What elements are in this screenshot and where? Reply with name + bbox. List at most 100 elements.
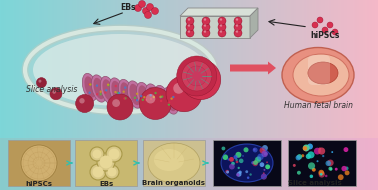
Bar xyxy=(325,0,327,138)
Bar xyxy=(368,138,370,190)
Bar xyxy=(11,138,14,190)
Bar xyxy=(160,0,162,138)
Bar xyxy=(335,0,338,138)
Circle shape xyxy=(186,29,194,37)
Bar xyxy=(356,138,359,190)
Bar xyxy=(5,0,7,138)
Bar xyxy=(220,0,223,138)
Bar xyxy=(62,0,64,138)
Bar xyxy=(87,0,89,138)
Bar xyxy=(229,138,232,190)
Bar xyxy=(340,138,342,190)
Bar xyxy=(273,138,276,190)
Bar xyxy=(99,0,102,138)
Bar xyxy=(242,0,244,138)
Text: Brain organoids: Brain organoids xyxy=(143,180,206,187)
Bar xyxy=(52,138,54,190)
Bar xyxy=(122,0,124,138)
Bar xyxy=(99,138,102,190)
Circle shape xyxy=(135,5,141,12)
Bar xyxy=(35,0,37,138)
Bar xyxy=(143,138,145,190)
Bar xyxy=(38,138,40,190)
Bar xyxy=(307,0,310,138)
Circle shape xyxy=(118,92,120,94)
Circle shape xyxy=(136,99,138,101)
Bar xyxy=(367,0,369,138)
Bar xyxy=(360,0,363,138)
Bar xyxy=(147,138,150,190)
Bar xyxy=(247,0,249,138)
Bar xyxy=(23,138,25,190)
Bar xyxy=(46,138,49,190)
Bar xyxy=(124,0,126,138)
Bar xyxy=(364,0,366,138)
Circle shape xyxy=(144,12,152,18)
Bar xyxy=(192,138,194,190)
Bar xyxy=(161,138,164,190)
Bar xyxy=(143,140,205,186)
FancyArrow shape xyxy=(230,62,276,74)
Bar xyxy=(25,0,28,138)
Bar xyxy=(167,138,170,190)
Bar xyxy=(275,138,277,190)
Bar xyxy=(228,0,230,138)
Bar xyxy=(11,0,14,138)
Bar xyxy=(15,0,17,138)
Circle shape xyxy=(327,160,334,166)
Circle shape xyxy=(296,155,301,160)
Bar xyxy=(103,0,105,138)
Bar xyxy=(43,138,45,190)
Bar xyxy=(60,0,63,138)
FancyBboxPatch shape xyxy=(308,55,330,85)
Circle shape xyxy=(305,148,308,151)
Bar xyxy=(131,0,133,138)
Bar xyxy=(90,0,92,138)
Bar xyxy=(315,0,317,138)
Circle shape xyxy=(150,98,152,100)
Bar xyxy=(279,0,281,138)
Bar xyxy=(372,0,374,138)
Circle shape xyxy=(247,177,249,179)
Circle shape xyxy=(142,99,144,101)
Bar xyxy=(299,138,301,190)
Bar xyxy=(166,138,169,190)
Circle shape xyxy=(21,145,57,181)
Bar xyxy=(222,0,224,138)
Bar xyxy=(76,0,78,138)
Bar xyxy=(39,0,41,138)
Bar xyxy=(263,138,266,190)
Bar xyxy=(79,138,82,190)
Bar xyxy=(164,0,166,138)
Bar xyxy=(39,138,41,190)
Bar xyxy=(362,0,364,138)
Bar xyxy=(218,0,220,138)
Bar xyxy=(154,0,156,138)
Bar xyxy=(169,0,171,138)
Bar xyxy=(324,0,326,138)
Bar xyxy=(9,138,11,190)
Bar xyxy=(313,0,315,138)
Circle shape xyxy=(90,147,104,161)
Bar xyxy=(345,0,347,138)
Bar xyxy=(69,0,71,138)
Bar xyxy=(116,0,118,138)
Bar xyxy=(314,138,316,190)
Bar xyxy=(252,138,254,190)
Bar xyxy=(53,138,55,190)
Bar xyxy=(166,0,169,138)
Circle shape xyxy=(25,149,53,177)
Bar xyxy=(329,138,331,190)
Bar xyxy=(326,138,328,190)
Circle shape xyxy=(136,93,138,95)
Bar xyxy=(37,138,39,190)
Bar xyxy=(329,0,331,138)
Bar xyxy=(133,138,136,190)
Bar xyxy=(265,138,267,190)
Bar xyxy=(200,138,203,190)
Circle shape xyxy=(53,90,56,94)
Circle shape xyxy=(93,150,102,158)
Bar xyxy=(77,138,79,190)
Bar xyxy=(137,138,139,190)
Bar xyxy=(31,138,34,190)
